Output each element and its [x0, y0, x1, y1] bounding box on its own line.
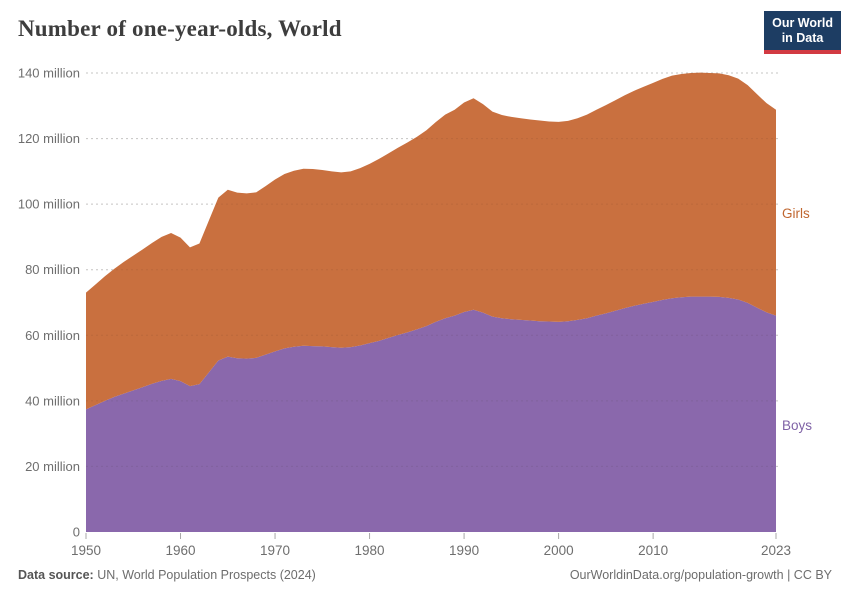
x-tick-label: 2010 [638, 543, 668, 558]
page-title: Number of one-year-olds, World [18, 16, 342, 41]
y-tick-label: 0 [73, 525, 80, 540]
x-tick-label: 1960 [165, 543, 195, 558]
y-tick-label: 20 million [25, 459, 80, 474]
license-link[interactable]: CC BY [793, 568, 832, 582]
boys-area[interactable] [86, 296, 776, 532]
y-axis-labels: 0 20 million 40 million 60 million 80 millio… [18, 66, 80, 540]
y-tick-label: 60 million [25, 328, 80, 343]
x-tick-label: 2023 [761, 543, 791, 558]
owid-logo[interactable]: Our World in Data [764, 11, 841, 54]
owid-logo-line2: in Data [781, 31, 824, 45]
girls-area[interactable] [86, 72, 776, 410]
x-tick-label: 1990 [449, 543, 479, 558]
data-source-label: Data source: [18, 568, 94, 582]
y-tick-label: 100 million [18, 197, 80, 212]
owid-logo-line1: Our World [772, 16, 833, 30]
x-tick-label: 1970 [260, 543, 290, 558]
x-tick-label: 1980 [355, 543, 385, 558]
data-source-text: UN, World Population Prospects (2024) [93, 568, 316, 582]
y-tick-label: 120 million [18, 131, 80, 146]
gridline-overlay [86, 72, 778, 467]
footer: Data source: UN, World Population Prospe… [18, 568, 832, 582]
y-tick-label: 80 million [25, 262, 80, 277]
data-source-note: Data source: UN, World Population Prospe… [18, 568, 316, 582]
footer-links: OurWorldinData.org/population-growth | C… [570, 568, 832, 582]
y-tick-label: 40 million [25, 393, 80, 408]
girls-series-label: Girls [782, 206, 810, 221]
x-tick-label: 2000 [544, 543, 574, 558]
y-tick-label: 140 million [18, 66, 80, 81]
boys-series-label: Boys [782, 418, 813, 433]
x-axis-labels: 1950 1960 1970 1980 1990 2000 2010 2023 [71, 533, 791, 558]
owid-url-link[interactable]: OurWorldinData.org/population-growth [569, 568, 784, 582]
footer-separator: | [783, 568, 794, 582]
x-tick-label: 1950 [71, 543, 101, 558]
